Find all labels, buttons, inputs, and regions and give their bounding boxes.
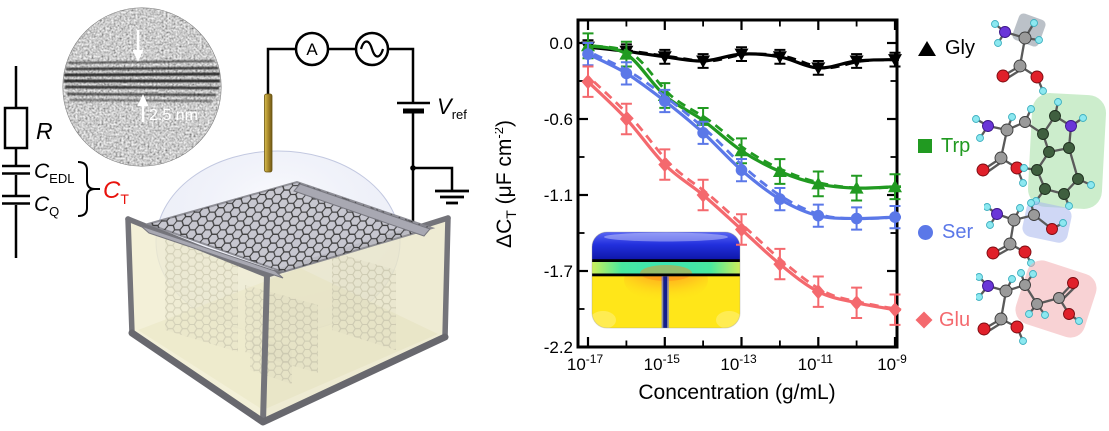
- graphene-chip: [140, 180, 436, 279]
- box-left-wall: [128, 219, 267, 422]
- contact-bar-right: [293, 183, 431, 237]
- gly-marker-icon: [918, 40, 936, 56]
- data-marker-triangle-up: [811, 176, 826, 190]
- data-marker-triangle-up: [772, 164, 787, 177]
- data-marker-circle: [697, 127, 709, 139]
- data-marker-triangle-up: [619, 47, 634, 60]
- data-marker-diamond: [619, 111, 633, 127]
- glu-molecule: [976, 260, 1097, 345]
- data-marker-circle: [659, 95, 671, 107]
- legend-label-trp: Trp: [941, 135, 971, 157]
- gold-electrode: [264, 93, 273, 173]
- data-marker-circle: [582, 48, 594, 60]
- ammeter-label: A: [306, 40, 318, 59]
- x-tick-label: 10-17: [567, 352, 604, 374]
- data-marker-circle: [735, 164, 748, 176]
- ser-molecule: [984, 199, 1072, 267]
- cedl-label: CEDL: [34, 160, 74, 186]
- y-tick-label: -0.6: [544, 110, 573, 129]
- legend-item-trp: Trp: [918, 134, 970, 158]
- cq-label: CQ: [34, 193, 59, 219]
- scale-arrows: [132, 30, 149, 122]
- y-tick-label: -1.7: [544, 262, 573, 281]
- glu-marker-icon: [915, 311, 933, 329]
- data-marker-triangle-down: [888, 54, 902, 67]
- data-marker-triangle-down: [696, 55, 711, 68]
- apparatus-panel: R CEDL CQ CT: [2, 7, 469, 426]
- sample-box: [125, 215, 451, 426]
- legend-item-gly: Gly: [918, 36, 975, 60]
- trp-marker-icon: [918, 139, 932, 153]
- legend-item-ser: Ser: [918, 220, 973, 244]
- data-marker-triangle-up: [849, 181, 864, 194]
- data-marker-diamond: [773, 256, 787, 272]
- x-tick-label: 10-11: [798, 352, 834, 374]
- equivalent-circuit: [2, 66, 100, 258]
- y-tick-label: 0.0: [549, 34, 573, 53]
- junction-dot: [410, 165, 416, 171]
- data-marker-triangle-down: [734, 48, 749, 62]
- legend-label-ser: Ser: [942, 221, 974, 243]
- data-marker-diamond: [581, 74, 595, 90]
- y-axis-title: ΔCT (μF cm-2): [495, 120, 519, 248]
- data-marker-diamond: [811, 284, 825, 300]
- trp-molecule: [972, 93, 1107, 210]
- data-marker-diamond: [850, 295, 864, 311]
- data-marker-diamond: [888, 302, 902, 318]
- data-marker-triangle-down: [849, 55, 864, 68]
- x-tick-label: 10-13: [720, 352, 757, 374]
- capacitor-edl-icon: [2, 164, 30, 175]
- data-marker-triangle-up: [888, 179, 902, 193]
- vref-label: Vref: [437, 94, 467, 122]
- data-marker-circle: [620, 67, 633, 80]
- resistor-label: R: [36, 118, 53, 144]
- data-marker-diamond: [735, 222, 748, 237]
- x-axis-title: Concentration (g/mL): [638, 381, 835, 404]
- y-tick-label: -1.1: [544, 186, 573, 205]
- tem-inset: 2.5 nm: [62, 7, 222, 167]
- data-marker-circle: [850, 212, 863, 225]
- resistor-icon: [3, 106, 29, 150]
- legend-label-gly: Gly: [945, 37, 975, 59]
- capacitor-q-icon: [2, 194, 30, 205]
- ct-label: CT: [103, 177, 129, 207]
- brace-icon: [77, 161, 100, 217]
- data-marker-triangle-down: [811, 62, 826, 75]
- measurement-circuit: [266, 31, 469, 222]
- series-Glu: [581, 65, 902, 326]
- legend-item-glu: Glu: [915, 308, 971, 332]
- data-marker-diamond: [696, 187, 710, 203]
- ammeter-icon: [294, 31, 330, 67]
- chart-panel: 10-17 10-15 10-13 10-11 10-9 0.0 -0.6 -1.1 -1.7 -…: [495, 18, 907, 404]
- contact-bar-left: [140, 225, 284, 279]
- data-marker-circle: [774, 193, 786, 205]
- tem-scale-label: 2.5 nm: [149, 107, 198, 124]
- data-marker-triangle-down: [772, 51, 787, 64]
- series-Gly: [581, 39, 902, 76]
- data-marker-diamond: [658, 157, 672, 173]
- sine-wave-icon: [359, 40, 385, 58]
- legend-label-glu: Glu: [939, 309, 971, 331]
- ser-marker-icon: [918, 224, 933, 240]
- data-marker-triangle-down: [657, 51, 672, 64]
- x-tick-label: 10-9: [877, 352, 907, 374]
- data-marker-triangle-up: [734, 143, 749, 157]
- box-right-wall: [263, 218, 448, 422]
- x-tick-label: 10-15: [644, 352, 681, 374]
- series-Ser: [582, 42, 902, 231]
- simulation-inset: [591, 231, 741, 329]
- y-tick-label: -2.2: [544, 338, 573, 357]
- data-marker-circle: [812, 209, 825, 222]
- gly-molecule: [991, 13, 1047, 95]
- fit-line-solid: [587, 52, 896, 221]
- axis-labels: 10-17 10-15 10-13 10-11 10-9 0.0 -0.6 -1.1 -1.7 -…: [495, 34, 907, 404]
- data-marker-circle: [889, 211, 901, 223]
